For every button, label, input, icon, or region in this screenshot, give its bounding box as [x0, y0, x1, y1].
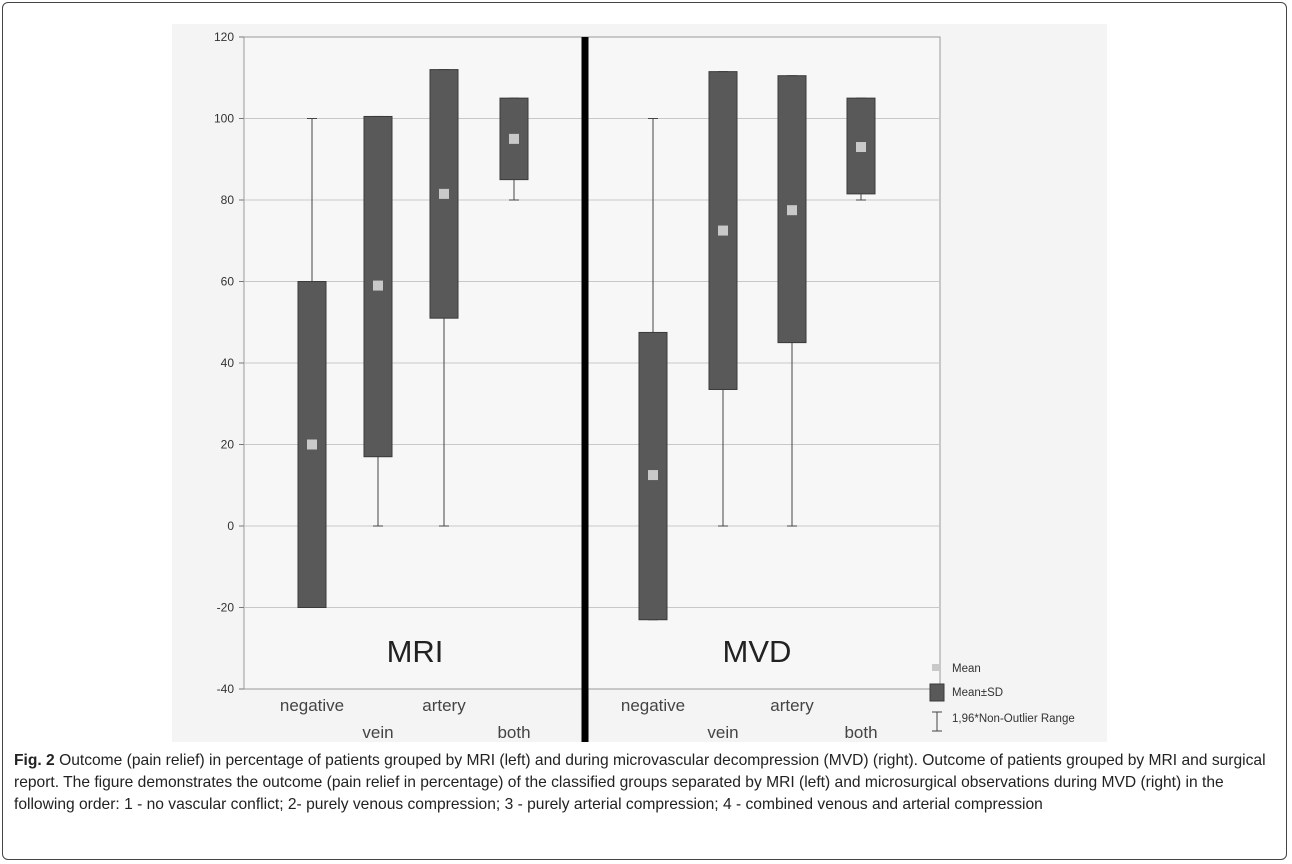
mean-marker [718, 225, 728, 236]
mean-marker [373, 280, 383, 291]
figure-caption: Fig. 2 Outcome (pain relief) in percenta… [14, 750, 1276, 816]
y-tick-label: 100 [214, 112, 234, 126]
y-tick-label: 20 [221, 438, 235, 452]
y-tick-label: 0 [227, 519, 234, 533]
mean-marker [307, 439, 317, 450]
chart: -40 -20 0 20 40 60 80 100 120 negative vein artery… [172, 24, 1107, 742]
sd-box [499, 97, 529, 181]
panel-label: MVD [723, 634, 792, 669]
legend-mean-swatch [932, 664, 939, 671]
y-tick-label: -40 [217, 682, 235, 696]
category-label: artery [770, 696, 814, 715]
mean-marker [856, 142, 866, 153]
mean-marker [509, 133, 519, 144]
panel-label: MRI [387, 634, 444, 669]
legend-label: Mean±SD [952, 687, 1003, 699]
panel-labels: MRI MVD [387, 634, 792, 669]
figure-number: Fig. 2 [14, 752, 55, 769]
legend-label: 1,96*Non-Outlier Range [952, 713, 1075, 725]
y-tick-label: 40 [221, 356, 235, 370]
category-label: artery [422, 696, 466, 715]
y-tick-label: 60 [221, 275, 235, 289]
category-label: vein [362, 723, 393, 742]
mean-marker [439, 188, 449, 199]
mean-marker [787, 205, 797, 216]
category-label: negative [280, 696, 344, 715]
x-axis-labels: negative vein artery both negative vein artery… [280, 696, 878, 742]
y-tick-label: -20 [217, 601, 235, 615]
category-label: negative [621, 696, 685, 715]
legend-label: Mean [952, 663, 981, 675]
y-axis: -40 -20 0 20 40 60 80 100 120 [214, 30, 244, 696]
y-tick-label: 80 [221, 193, 235, 207]
category-label: both [844, 723, 877, 742]
gridlines [244, 118, 940, 608]
legend-sd-swatch [929, 683, 945, 702]
y-tick-label: 120 [214, 30, 234, 44]
legend: Mean Mean±SD 1,96*Non-Outlier Range [929, 663, 1075, 732]
category-label: both [497, 723, 530, 742]
caption-text: Outcome (pain relief) in percentage of p… [14, 752, 1266, 813]
mean-marker [648, 470, 658, 481]
category-label: vein [707, 723, 738, 742]
box-series [297, 69, 876, 621]
